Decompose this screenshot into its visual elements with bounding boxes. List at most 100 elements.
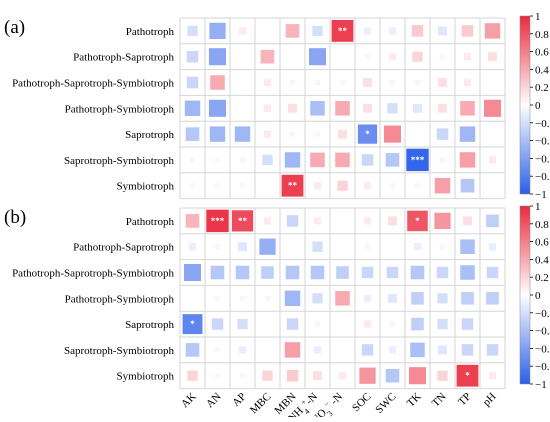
significance-marker: * bbox=[190, 319, 195, 329]
heatmap-cell bbox=[411, 317, 424, 331]
heatmap-cell bbox=[439, 54, 446, 60]
heatmap-cell bbox=[388, 346, 397, 354]
heatmap-cell bbox=[488, 243, 497, 251]
heatmap-cell bbox=[185, 214, 200, 228]
row-label: Symbiotroph bbox=[117, 181, 175, 193]
heatmap-cell bbox=[313, 217, 322, 225]
heatmap-cell bbox=[288, 103, 297, 113]
heatmap-cell bbox=[285, 265, 300, 280]
heatmap-cell bbox=[410, 342, 425, 358]
grid bbox=[179, 207, 506, 390]
heatmap-cell bbox=[209, 22, 226, 40]
heatmap-cell bbox=[261, 266, 274, 279]
heatmap-cell bbox=[463, 78, 472, 87]
heatmap-cell bbox=[313, 371, 322, 381]
row-label: Pathotroph-Saprotroph bbox=[73, 242, 174, 254]
heatmap-cell bbox=[434, 212, 451, 230]
heatmap-cell bbox=[187, 25, 198, 37]
heatmap-cell bbox=[460, 101, 475, 116]
colorbar-tick-label: 0.8 bbox=[535, 29, 549, 41]
heatmap-cell bbox=[239, 183, 246, 189]
heatmap-cell bbox=[363, 27, 372, 35]
heatmap-cell bbox=[335, 152, 350, 168]
heatmap-cell bbox=[463, 216, 472, 226]
heatmap-cell bbox=[486, 292, 499, 305]
heatmap-cell bbox=[388, 216, 397, 226]
heatmap-cell bbox=[414, 79, 421, 86]
heatmap-cell bbox=[463, 53, 472, 61]
heatmap-cell bbox=[363, 217, 372, 225]
heatmap-cell bbox=[238, 242, 247, 252]
heatmap-cell bbox=[286, 369, 299, 382]
heatmap-cell bbox=[281, 174, 304, 197]
colorbar-tick-label: −0.2 bbox=[535, 118, 550, 130]
x-label: TK bbox=[405, 391, 424, 410]
heatmap-cell bbox=[214, 244, 221, 250]
heatmap-cell bbox=[231, 210, 254, 232]
x-label: pH bbox=[481, 391, 499, 409]
heatmap-cell bbox=[238, 27, 247, 35]
heatmap-cell bbox=[414, 183, 421, 189]
heatmap-cell bbox=[460, 178, 475, 193]
row-label: Pathotroph-Symbiotroph bbox=[65, 103, 175, 115]
heatmap-cell bbox=[284, 342, 301, 358]
panel-label: (a) bbox=[4, 17, 25, 38]
heatmap-cell bbox=[364, 54, 371, 60]
significance-marker: ** bbox=[238, 216, 248, 226]
heatmap-cell bbox=[363, 78, 372, 87]
heatmap-cell bbox=[206, 209, 229, 233]
heatmap-cell bbox=[439, 157, 446, 163]
heatmap-cell bbox=[182, 314, 203, 335]
heatmap-cell bbox=[335, 101, 350, 116]
heatmap-cell bbox=[488, 372, 497, 380]
heatmap-cell bbox=[488, 156, 497, 164]
heatmap-cell bbox=[438, 345, 447, 355]
heatmap-cell bbox=[185, 127, 200, 141]
colorbar-tick-label: 0.2 bbox=[535, 82, 549, 94]
row-label: Pathotroph-Symbiotroph bbox=[65, 293, 175, 305]
significance-marker: *** bbox=[411, 155, 425, 165]
heatmap-cell bbox=[439, 244, 446, 250]
heatmap-cell bbox=[337, 180, 348, 191]
heatmap-cell bbox=[359, 367, 376, 384]
heatmap-cell bbox=[313, 346, 322, 354]
row-label: Saprotroph-Symbiotroph bbox=[64, 155, 174, 167]
heatmap-cell bbox=[234, 126, 251, 142]
heatmap-cell bbox=[486, 266, 499, 279]
heatmap-cell bbox=[389, 79, 396, 86]
colorbar bbox=[519, 15, 531, 195]
heatmap-cell bbox=[331, 19, 354, 42]
heatmap-cell bbox=[461, 318, 474, 330]
row-label: Symbiotroph bbox=[117, 371, 175, 383]
heatmap-cell bbox=[263, 217, 272, 225]
heatmap-cell bbox=[189, 157, 196, 163]
heatmap-cell bbox=[238, 346, 247, 354]
heatmap-cell bbox=[189, 183, 196, 189]
heatmap-cell bbox=[412, 51, 423, 62]
heatmap-cell bbox=[312, 25, 323, 37]
heatmap-cell bbox=[456, 364, 479, 387]
heatmap-cell bbox=[357, 124, 378, 144]
heatmap-cell bbox=[438, 103, 447, 113]
heatmap-cell bbox=[314, 79, 321, 86]
heatmap-cell bbox=[361, 154, 374, 166]
colorbar-tick-label: −0.8 bbox=[535, 361, 550, 373]
heatmap-cell bbox=[209, 126, 226, 142]
colorbar-tick-label: 0.6 bbox=[535, 237, 549, 249]
heatmap-cell bbox=[436, 266, 449, 279]
heatmap-cell bbox=[388, 293, 397, 303]
x-label: SOC bbox=[350, 391, 374, 415]
x-label: AN bbox=[204, 391, 224, 411]
heatmap-cell bbox=[437, 370, 448, 381]
heatmap-cell bbox=[364, 244, 371, 250]
heatmap-cell bbox=[483, 99, 502, 117]
heatmap-cell bbox=[385, 153, 400, 167]
heatmap-cell bbox=[263, 130, 272, 138]
colorbar-tick-label: 1 bbox=[535, 11, 541, 23]
heatmap-cell bbox=[208, 48, 227, 66]
heatmap-cell bbox=[263, 78, 272, 87]
x-label: AK bbox=[179, 391, 199, 411]
heatmap-cell bbox=[214, 295, 221, 301]
heatmap-cell bbox=[237, 318, 248, 330]
heatmap-cell bbox=[461, 292, 474, 305]
